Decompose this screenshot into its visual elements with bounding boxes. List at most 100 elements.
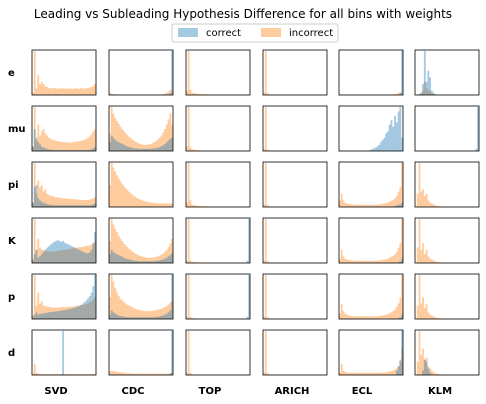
bar-incorrect-e-arich-2 (266, 92, 269, 95)
bar-incorrect-mu-cdc-26 (155, 140, 158, 151)
bar-incorrect-mu-top-7 (198, 150, 201, 151)
bar-incorrect-d-ecl-11 (358, 372, 361, 375)
row-label-p: p (8, 292, 15, 303)
bar-incorrect-pi-top-5 (194, 205, 197, 207)
bar-incorrect-pi-ecl-35 (401, 163, 404, 207)
bar-correct-p-cdc-17 (139, 317, 142, 319)
bar-incorrect-mu-cdc-35 (171, 124, 174, 151)
bar-incorrect-pi-ecl-29 (390, 200, 393, 207)
bar-incorrect-pi-top-1 (187, 163, 190, 207)
bar-correct-mu-svd-20 (67, 150, 70, 151)
bar-incorrect-d-cdc-19 (142, 373, 145, 375)
bar-correct-k-svd-23 (72, 247, 75, 263)
bar-incorrect-pi-svd-9 (48, 194, 50, 207)
bar-incorrect-p-ecl-27 (387, 314, 389, 319)
bar-incorrect-e-svd-28 (81, 88, 84, 95)
bar-correct-pi-svd-4 (39, 200, 41, 207)
bar-correct-mu-ecl-20 (374, 147, 377, 151)
bar-incorrect-pi-svd-0 (32, 202, 34, 207)
bar-correct-mu-cdc-2 (112, 137, 115, 151)
bar-incorrect-k-ecl-27 (387, 258, 389, 263)
bar-incorrect-pi-ecl-7 (351, 204, 354, 207)
panel-e-arich (262, 49, 328, 96)
bar-correct-k-svd-21 (69, 245, 72, 263)
panel-mu-ecl (338, 105, 404, 152)
bar-incorrect-e-arich-0 (263, 92, 265, 95)
bar-incorrect-pi-svd-28 (81, 199, 84, 207)
bar-incorrect-pi-svd-17 (62, 198, 65, 207)
bar-incorrect-e-ecl-32 (395, 93, 398, 95)
panel-k-cdc (108, 217, 174, 264)
bar-correct-p-svd-19 (65, 309, 68, 319)
bar-incorrect-k-top-5 (194, 262, 197, 263)
bar-correct-mu-svd-11 (51, 149, 54, 151)
bar-incorrect-p-ecl-22 (378, 315, 380, 319)
legend-label-correct: correct (206, 28, 241, 39)
bar-incorrect-mu-svd-9 (48, 137, 50, 151)
bar-incorrect-k-svd-19 (65, 249, 68, 263)
bar-incorrect-p-cdc-29 (160, 308, 163, 319)
bar-incorrect-pi-svd-15 (58, 197, 61, 207)
bar-incorrect-p-svd-15 (58, 307, 61, 319)
bar-incorrect-d-cdc-21 (146, 373, 149, 375)
panel-frame (185, 329, 251, 376)
bar-correct-mu-svd-6 (42, 147, 45, 151)
bar-correct-mu-cdc-11 (128, 147, 131, 151)
bar-incorrect-mu-svd-5 (40, 131, 43, 151)
bar-incorrect-d-svd-34 (92, 374, 95, 375)
bar-incorrect-mu-svd-29 (83, 140, 86, 151)
bar-correct-mu-cdc-31 (164, 143, 166, 151)
bar-correct-pi-svd-29 (83, 205, 86, 207)
column-label-arich: ARICH (275, 386, 310, 397)
bar-correct-p-svd-14 (56, 311, 59, 319)
bar-incorrect-pi-top-0 (186, 202, 188, 207)
bar-correct-p-svd-31 (87, 298, 89, 319)
bar-correct-p-svd-33 (90, 292, 93, 319)
bar-incorrect-k-klm-3 (420, 249, 423, 263)
bar-incorrect-d-top-2 (189, 372, 192, 375)
bar-correct-p-cdc-16 (137, 317, 140, 319)
bar-incorrect-d-svd-13 (55, 374, 57, 375)
bar-incorrect-p-top-2 (189, 316, 192, 319)
bar-correct-e-klm-6 (425, 81, 428, 95)
bar-incorrect-d-ecl-10 (356, 372, 359, 375)
bar-incorrect-p-ecl-2 (342, 311, 345, 319)
bar-incorrect-p-svd-22 (71, 306, 73, 319)
bar-incorrect-mu-svd-31 (87, 137, 89, 151)
bar-incorrect-d-cdc-13 (132, 373, 134, 375)
bar-correct-p-cdc-3 (114, 313, 117, 319)
bar-incorrect-pi-ecl-22 (378, 204, 380, 207)
bar-correct-k-svd-9 (48, 246, 50, 263)
bar-incorrect-k-top-1 (187, 219, 190, 263)
bar-incorrect-d-svd-31 (87, 374, 89, 375)
bar-incorrect-k-ecl-35 (401, 219, 404, 263)
bar-incorrect-pi-klm-10 (432, 204, 435, 207)
bar-incorrect-pi-top-8 (200, 206, 203, 207)
bar-incorrect-k-cdc-8 (123, 243, 126, 263)
bar-incorrect-k-ecl-25 (383, 259, 386, 263)
bar-incorrect-p-klm-2 (418, 275, 421, 319)
bar-incorrect-k-ecl-1 (340, 249, 343, 263)
bar-incorrect-k-klm-4 (422, 243, 424, 263)
bar-correct-e-klm-11 (434, 94, 437, 95)
bar-incorrect-k-cdc-3 (114, 228, 117, 263)
bar-correct-pi-svd-17 (62, 205, 65, 207)
bar-incorrect-e-cdc-34 (169, 89, 172, 95)
bar-incorrect-k-klm-8 (429, 258, 432, 263)
bar-correct-p-svd-25 (76, 306, 79, 319)
panel-d-svd (31, 329, 97, 376)
bar-correct-pi-svd-11 (51, 204, 54, 207)
bar-correct-e-klm-10 (432, 92, 435, 95)
bar-correct-k-cdc-25 (153, 261, 156, 263)
bar-correct-p-svd-8 (46, 312, 49, 319)
bar-correct-mu-cdc-13 (132, 147, 134, 151)
bar-incorrect-k-svd-9 (48, 251, 50, 263)
bar-incorrect-pi-cdc-26 (155, 203, 158, 207)
bar-incorrect-pi-klm-14 (439, 206, 442, 207)
row-label-pi: pi (8, 180, 19, 191)
bar-incorrect-e-klm-10 (432, 94, 435, 95)
bar-incorrect-d-klm-4 (422, 348, 424, 375)
panel-pi-klm (414, 161, 480, 208)
bar-incorrect-p-ecl-16 (367, 316, 370, 319)
bar-correct-d-ecl-34 (399, 359, 402, 375)
